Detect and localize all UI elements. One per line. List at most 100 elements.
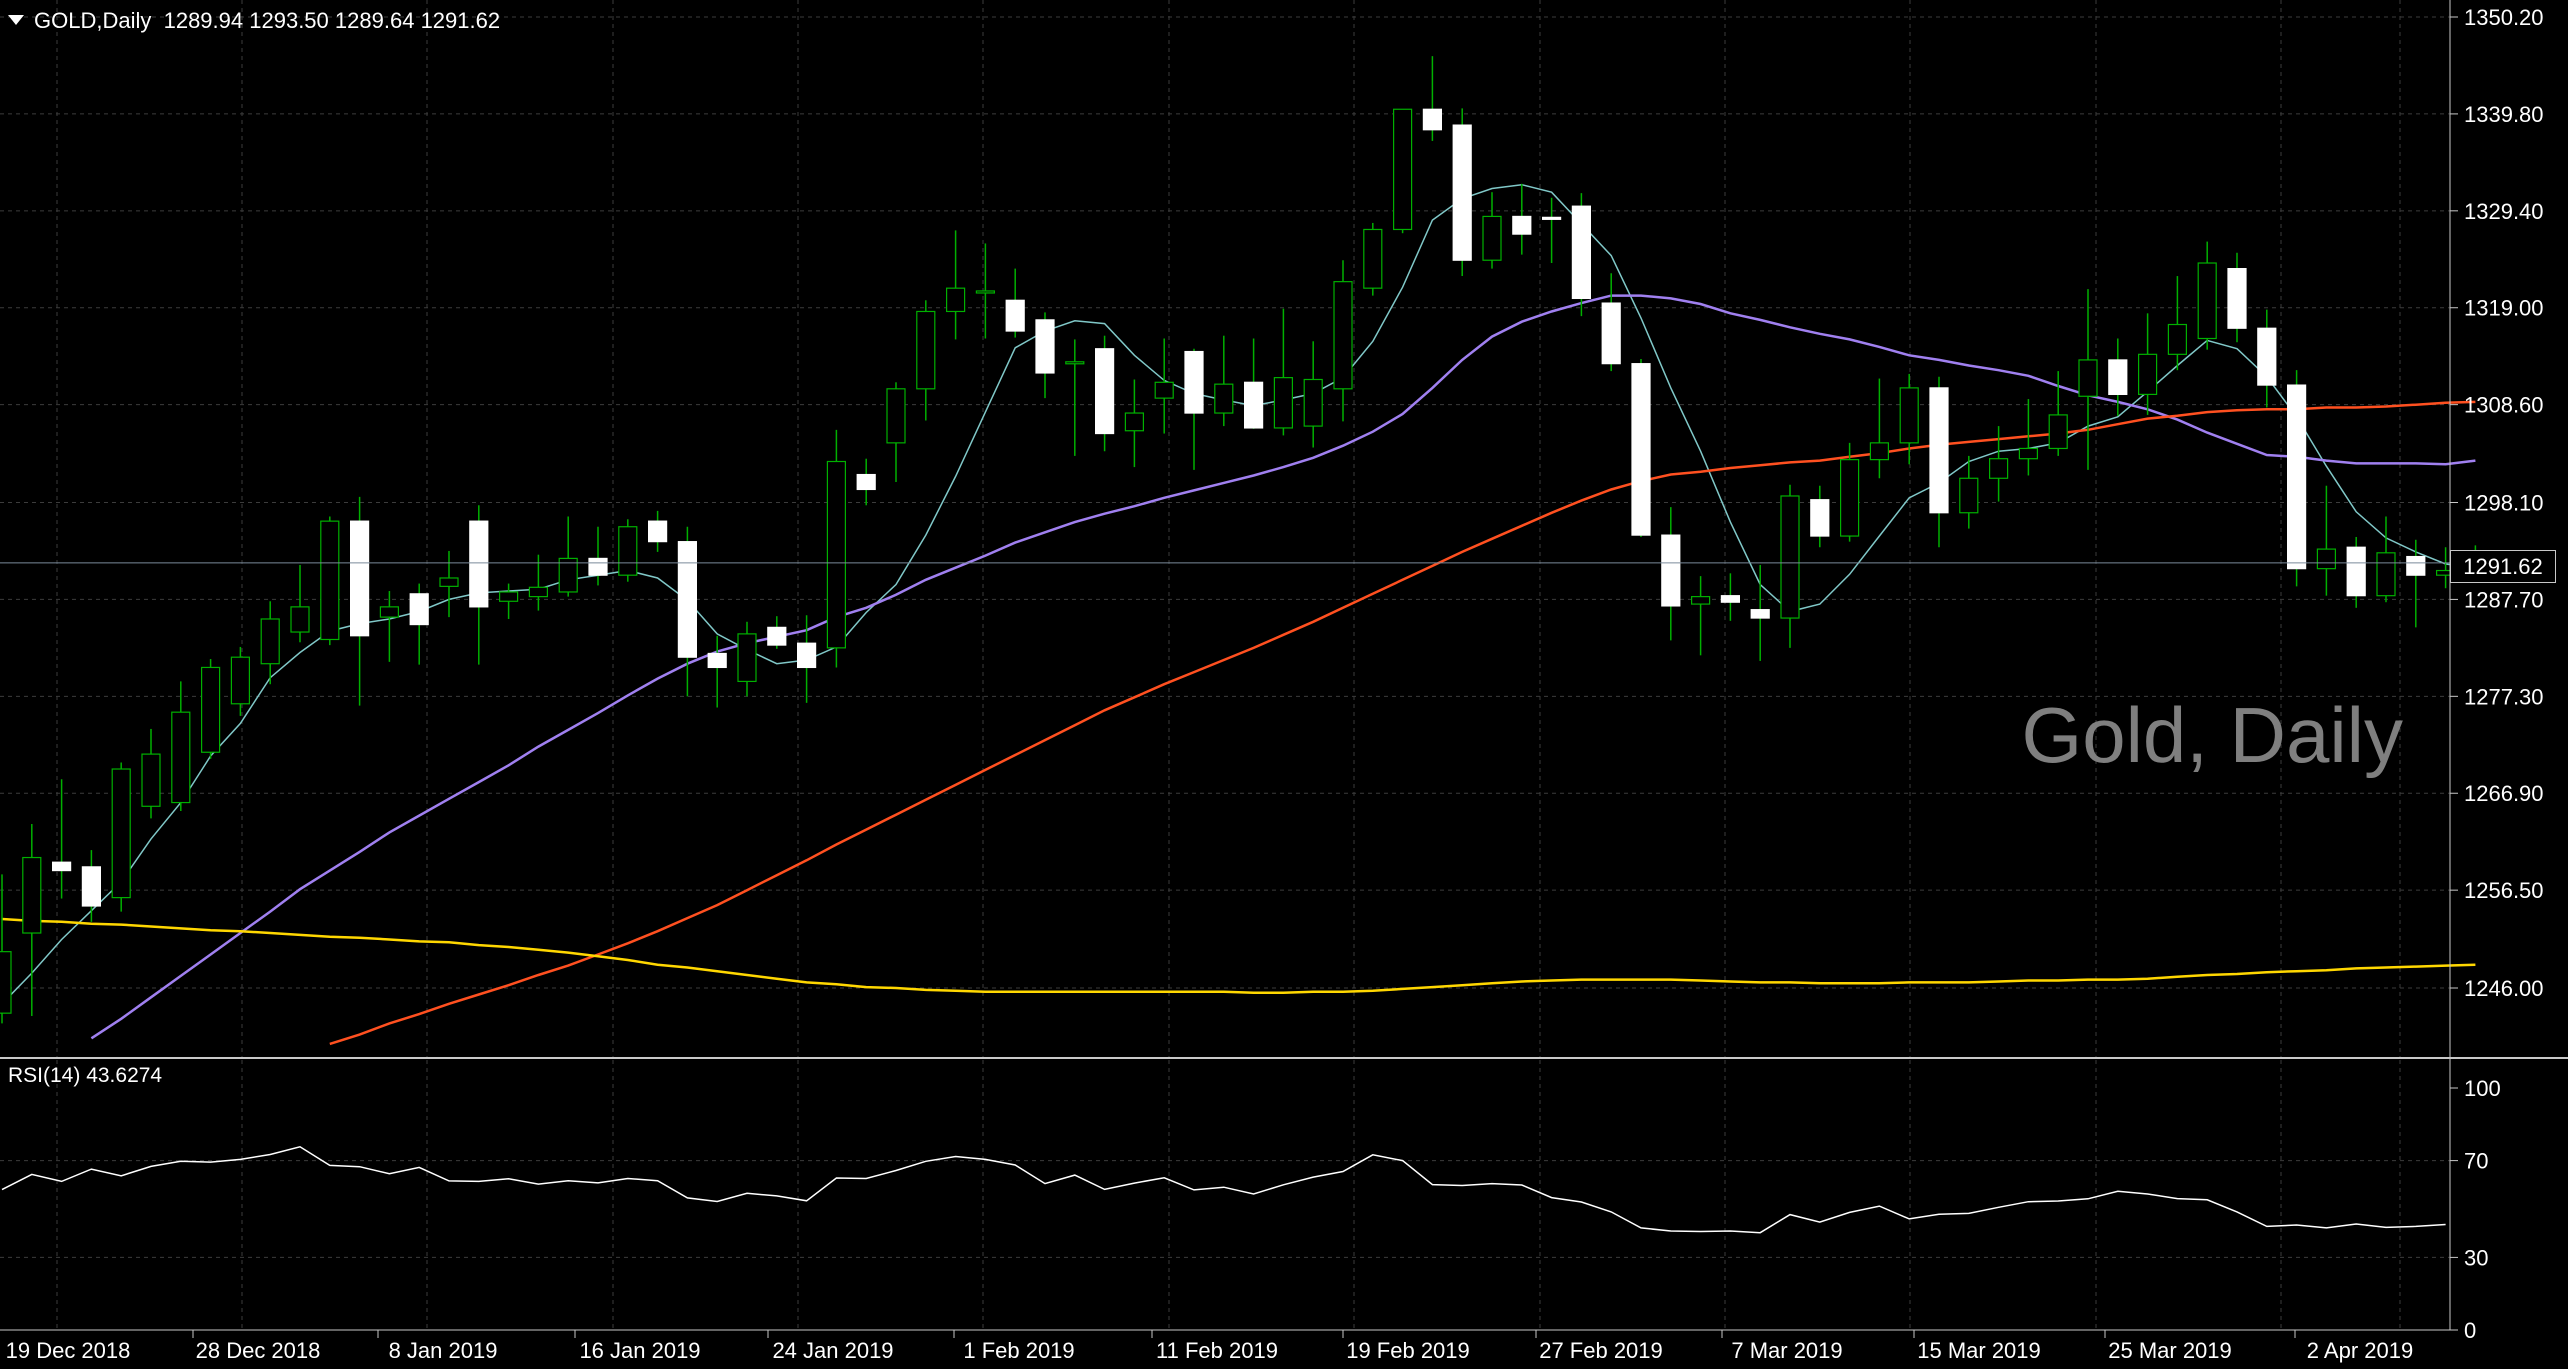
candle <box>230 646 250 716</box>
candle <box>707 635 727 708</box>
open-value: 1289.94 <box>163 8 244 33</box>
candle-body <box>767 626 787 646</box>
candle <box>2138 313 2158 415</box>
x-tick-label: 27 Feb 2019 <box>1539 1338 1663 1363</box>
candle <box>2197 241 2217 350</box>
candle <box>1124 379 1145 468</box>
candle <box>1273 308 1294 436</box>
candle-body <box>1422 108 1443 131</box>
candle-body <box>1214 383 1234 414</box>
candle <box>1035 312 1055 399</box>
candle <box>1929 376 1949 548</box>
candle-body <box>1839 459 1860 537</box>
candle <box>1571 193 1592 317</box>
rsi-tick-label: 0 <box>2464 1318 2476 1343</box>
candle <box>1005 268 1025 338</box>
candle-body <box>796 642 817 669</box>
candle-body <box>1333 281 1353 390</box>
candle-body <box>1571 205 1592 300</box>
candle <box>1869 378 1890 479</box>
candle <box>1452 108 1472 277</box>
candle <box>320 516 340 646</box>
y-tick-label: 1339.80 <box>2464 102 2544 127</box>
candle <box>1720 573 1741 621</box>
candle-body <box>856 473 876 491</box>
candle <box>1512 183 1532 255</box>
candle-body <box>0 951 12 1014</box>
rsi-tick-label: 70 <box>2464 1149 2488 1174</box>
candle-body <box>1184 350 1204 414</box>
candle-body <box>22 856 42 934</box>
moving-averages <box>1 183 2476 1046</box>
candle-body <box>558 557 578 593</box>
candle-body <box>51 861 72 872</box>
x-tick-label: 7 Mar 2019 <box>1731 1338 1842 1363</box>
grid-lines <box>0 0 2450 1330</box>
candle <box>1392 108 1413 234</box>
rsi-value: 43.6274 <box>86 1064 163 1087</box>
candle <box>2108 338 2128 416</box>
candle <box>886 382 906 482</box>
candle <box>1899 373 1919 465</box>
rsi-tick-label: 30 <box>2464 1245 2488 1270</box>
candle-body <box>1035 319 1055 374</box>
candle <box>201 659 221 759</box>
y-tick-label: 1266.90 <box>2464 781 2544 806</box>
candle-body <box>1869 442 1890 461</box>
candle-body <box>2376 552 2396 597</box>
candle-body <box>1094 348 1115 435</box>
candle-body <box>1065 361 1085 365</box>
y-tick-label: 1246.00 <box>2464 976 2544 1001</box>
candle <box>916 300 936 421</box>
candle-body <box>409 593 429 626</box>
candle <box>975 243 996 339</box>
candle-body <box>141 753 161 807</box>
candle-body <box>1929 387 1949 514</box>
candle-body <box>171 711 191 804</box>
candle-body <box>379 606 399 618</box>
candle <box>2257 309 2277 408</box>
candle <box>1482 192 1502 269</box>
candle <box>1541 197 1562 264</box>
candle <box>618 519 638 582</box>
candle <box>1094 335 1115 452</box>
candle-body <box>111 768 131 899</box>
chart-watermark: Gold, Daily <box>2021 691 2403 779</box>
x-tick-label: 11 Feb 2019 <box>1156 1338 1278 1363</box>
candle-body <box>2048 414 2068 450</box>
candle-body <box>2227 268 2247 329</box>
candle-body <box>1363 228 1383 289</box>
candle-body <box>1154 381 1174 399</box>
y-tick-label: 1329.40 <box>2464 199 2544 224</box>
triangle-down-icon[interactable] <box>8 15 24 25</box>
rsi-label: RSI(14) 43.6274 <box>8 1064 162 1088</box>
candle <box>51 779 72 899</box>
candle-body <box>1392 108 1413 231</box>
candle <box>290 564 310 643</box>
y-tick-label: 1277.30 <box>2464 684 2544 709</box>
high-value: 1293.50 <box>249 8 329 33</box>
candle-body <box>1005 299 1025 332</box>
candle-body <box>201 666 221 753</box>
candle-body <box>230 656 250 705</box>
x-tick-label: 2 Apr 2019 <box>2307 1338 2413 1363</box>
candle-body <box>1303 378 1323 427</box>
moving-average-line <box>329 400 2476 1046</box>
x-tick-label: 28 Dec 2018 <box>196 1338 321 1363</box>
x-tick-label: 25 Mar 2019 <box>2108 1338 2232 1363</box>
candle-body <box>469 520 489 608</box>
candle <box>647 510 668 552</box>
candle-body <box>1899 387 1919 444</box>
candle-body <box>350 520 370 637</box>
candle <box>141 728 161 819</box>
candle-body <box>1959 477 1979 514</box>
x-tick-label: 19 Feb 2019 <box>1346 1338 1470 1363</box>
rsi-indicator: 100 70 30 0 <box>0 1076 2501 1343</box>
candle-body <box>290 606 310 633</box>
candle-body <box>2018 447 2039 460</box>
candle-body <box>618 526 638 576</box>
candle <box>1333 260 1353 422</box>
candle-body <box>499 591 519 602</box>
